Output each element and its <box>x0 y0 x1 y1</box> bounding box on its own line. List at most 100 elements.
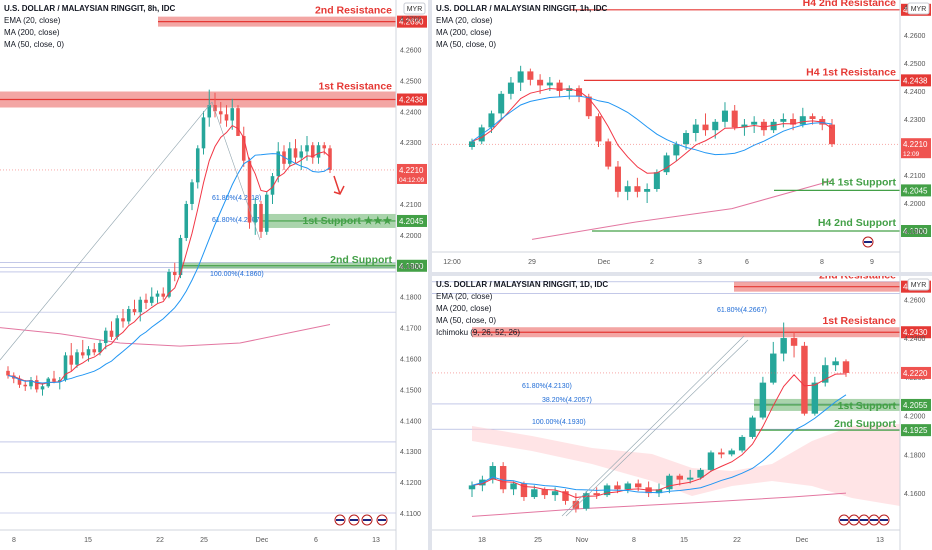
panel-divider-horizontal[interactable] <box>432 272 932 276</box>
candle-body <box>770 353 777 383</box>
fib-level-label: 61.80%(4.2667) <box>717 307 767 314</box>
level-price-tag <box>397 214 427 227</box>
time-tick-label: Dec <box>256 537 269 544</box>
time-tick-label: 8 <box>12 537 16 544</box>
indicator-ma50-label: MA (50, close, 0) <box>436 40 497 49</box>
candle-body <box>537 79 544 86</box>
economic-event-flag-stripe <box>840 519 848 521</box>
economic-event-flag-stripe <box>850 519 858 521</box>
currency-badge[interactable] <box>907 278 930 291</box>
candle-body <box>811 382 819 414</box>
candle-body <box>517 71 524 83</box>
level-label: 2nd Resistance <box>819 276 896 282</box>
level-price-tag <box>397 93 427 106</box>
candle-body <box>161 293 166 297</box>
ma200-line <box>0 324 331 347</box>
candle-body <box>707 452 715 470</box>
fib-level-label: 61.80%(4.2067) <box>212 217 262 224</box>
economic-event-flag-stripe <box>350 519 358 521</box>
currency-badge-text: MYR <box>911 282 927 289</box>
candle-body <box>201 117 206 149</box>
candle-body <box>103 330 108 344</box>
candle-body <box>731 110 738 128</box>
candle-body <box>531 489 538 498</box>
level-label: H4 2nd Resistance <box>803 0 897 9</box>
candle-body <box>686 477 694 480</box>
price-tick-label: 4.2000 <box>904 201 926 208</box>
economic-event-flag-stripe <box>870 519 878 521</box>
ma200-line <box>471 492 847 517</box>
level-price-tag-text: 4.2430 <box>903 328 928 337</box>
price-tick-label: 4.1600 <box>400 356 422 363</box>
current-price-tag <box>397 163 427 184</box>
time-tick-label: 12:00 <box>443 259 461 266</box>
price-tick-label: 4.2300 <box>904 117 926 124</box>
time-tick-label: 25 <box>200 537 208 544</box>
ma50-line <box>471 95 833 156</box>
candle-body <box>115 318 120 337</box>
ema20-line <box>471 373 847 499</box>
price-tick-label: 4.1800 <box>400 295 422 302</box>
candle-body <box>605 141 612 167</box>
price-tick-label: 4.2400 <box>904 89 926 96</box>
ma50-line <box>471 394 847 494</box>
ma200-line <box>531 180 833 240</box>
chart-8h-canvas[interactable]: 2nd Resistance 4.2690 1st Resistance 4.2438… <box>0 0 428 550</box>
candle-body <box>190 182 194 204</box>
panel-divider-vertical[interactable] <box>428 0 432 550</box>
level-price-tag-text: 4.2690 <box>399 18 424 27</box>
candle-body <box>527 71 534 80</box>
chart-8h-title: U.S. DOLLAR / MALAYSIAN RINGGIT, 8h, IDC <box>4 4 176 13</box>
candle-body <box>224 114 229 121</box>
time-tick-label: 8 <box>632 537 636 544</box>
candle-body <box>69 355 74 365</box>
price-tick-label: 4.1300 <box>400 449 422 456</box>
currency-badge[interactable] <box>403 2 426 15</box>
currency-badge-text: MYR <box>407 6 423 13</box>
time-tick-label: 2 <box>650 259 654 266</box>
candle-body <box>572 500 580 509</box>
time-tick-label: 25 <box>534 537 542 544</box>
price-tick-label: 4.2700 <box>400 17 422 24</box>
candle-body <box>728 450 735 455</box>
current-price-text: 4.2210 <box>903 140 928 149</box>
candle-body <box>276 151 281 177</box>
candle-body <box>702 124 709 131</box>
countdown-text: 12:09 <box>903 151 920 158</box>
candle-body <box>17 378 22 385</box>
economic-event-flag-stripe <box>860 519 868 521</box>
candle-body <box>126 309 131 322</box>
level-price-tag <box>901 184 931 197</box>
candle-body <box>718 452 725 455</box>
level-label: H4 2nd Support <box>818 217 897 229</box>
price-tick-label: 4.1200 <box>400 480 422 487</box>
price-tick-label: 4.1600 <box>904 491 926 498</box>
candle-body <box>63 355 68 381</box>
candle-body <box>29 380 33 387</box>
candle-body <box>489 466 496 480</box>
candle-body <box>663 155 670 173</box>
candle-body <box>828 124 836 145</box>
countdown-text: 04:12:09 <box>399 177 425 184</box>
candle-body <box>614 166 621 192</box>
candle-body <box>264 194 269 232</box>
price-tick-label: 4.2600 <box>904 33 926 40</box>
indicator-ema-label: EMA (20, close) <box>4 16 61 25</box>
candle-body <box>576 88 583 97</box>
level-label: 2nd Support <box>834 418 896 430</box>
level-label: H4 1st Support <box>821 176 896 188</box>
candle-body <box>666 475 673 490</box>
fib-level-label: 38.20%(4.2057) <box>542 397 592 404</box>
price-tick-label: 4.2000 <box>400 233 422 240</box>
time-tick-label: Nov <box>576 537 589 544</box>
candle-body <box>218 111 223 115</box>
currency-badge[interactable] <box>907 2 930 15</box>
candle-body <box>195 148 200 183</box>
level-price-tag <box>901 74 931 87</box>
candle-body <box>92 349 97 353</box>
chart-panel-8h[interactable]: 2nd Resistance 4.2690 1st Resistance 4.2438… <box>0 0 428 550</box>
